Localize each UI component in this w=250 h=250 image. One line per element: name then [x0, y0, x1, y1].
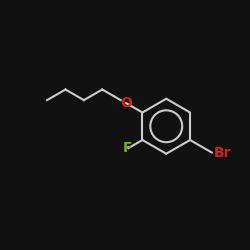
- Text: Br: Br: [214, 146, 231, 160]
- Text: O: O: [120, 96, 132, 110]
- Text: F: F: [122, 141, 132, 155]
